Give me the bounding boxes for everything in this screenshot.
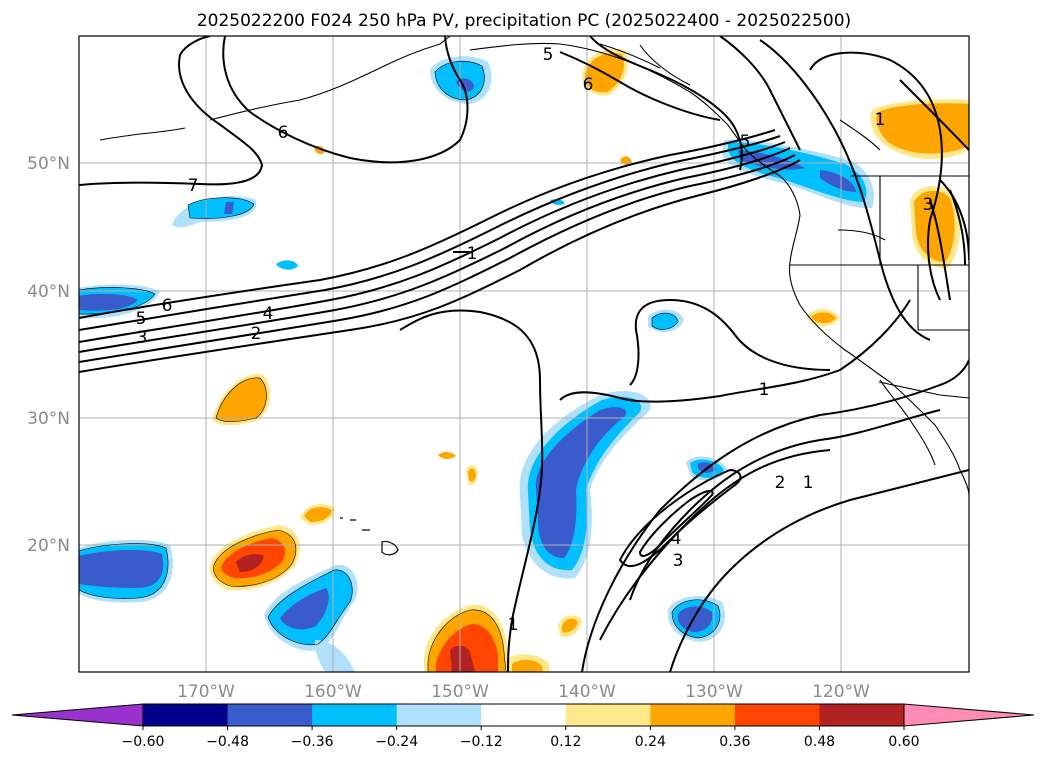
lat-label: 20°N [27,536,70,556]
lat-labels: 50°N 40°N 30°N 20°N [27,154,70,556]
colorbar-extend-low [11,703,144,727]
contour-label: 1 [759,380,770,400]
contour-label: 5 [543,45,554,65]
contour-label: 3 [137,328,148,348]
precip-anomaly-fill [79,48,969,672]
colorbar-segment [227,704,313,726]
colorbar-segment [396,704,482,726]
colorbar-segment [143,704,229,726]
colorbar-segment [734,704,820,726]
lon-labels: 170°W 160°W 150°W 140°W 130°W 120°W [177,682,870,702]
lat-label: 50°N [27,154,70,174]
colorbar-tick-label: 0.48 [804,734,835,750]
contour-label: 7 [188,176,199,196]
contour-label: 1 [803,473,814,493]
colorbar-tick-label: −0.48 [206,734,249,750]
lon-label: 170°W [177,682,235,702]
lat-label: 30°N [27,409,70,429]
contour-label: 3 [923,195,934,215]
colorbar-frame [142,703,905,727]
map-title: 2025022200 F024 250 hPa PV, precipitatio… [197,11,851,31]
hawaii-islands [340,517,399,556]
colorbar-tick-label: 0.60 [888,734,919,750]
lon-label: 160°W [304,682,362,702]
colorbar-segment [312,704,398,726]
contour-label: 4 [671,529,682,549]
colorbar-tick-label: 0.12 [550,734,581,750]
pv-contours [79,36,969,672]
colorbar-tick-label: −0.12 [460,734,503,750]
contour-label: 5 [740,132,751,152]
colorbar-segment [481,704,567,726]
lat-label: 40°N [27,282,70,302]
contour-label: 2 [775,473,786,493]
lon-label: 150°W [431,682,489,702]
lon-label: 120°W [812,682,870,702]
colorbar-tick-label: −0.60 [122,734,165,750]
lon-label: 130°W [685,682,743,702]
contour-label: 5 [136,309,147,329]
contour-labels: 5 6 6 7 1 6 5 4 3 2 1 2 1 4 3 1 1 5 3 [136,45,934,635]
contour-label: 6 [583,75,594,95]
colorbar-tick-label: −0.36 [291,734,334,750]
contour-label: 4 [263,304,274,324]
contour-label: 6 [278,123,289,143]
lon-label: 140°W [558,682,616,702]
colorbar-segment [565,704,651,726]
contour-label: 1 [508,615,519,635]
shade-outlines [79,60,721,672]
contour-label: 2 [251,324,262,344]
colorbar-segment [819,704,905,726]
contour-label: 6 [162,296,173,316]
contour-label: 1 [467,244,478,264]
colorbar-extend-high [903,703,1035,727]
colorbar-tick-label: 0.36 [719,734,750,750]
colorbar-tick-label: 0.24 [635,734,666,750]
gridlines [79,36,969,672]
contour-label: 3 [673,551,684,571]
colorbar-tick-label: −0.24 [375,734,418,750]
map-area: 5 6 6 7 1 6 5 4 3 2 1 2 1 4 3 1 1 5 3 [79,36,969,672]
map-frame [78,35,970,673]
colorbar-segment [650,704,736,726]
coastlines [99,36,969,496]
colorbar: −0.60 −0.48 −0.36 −0.24 −0.12 0.12 0.24 0.36 0.4… [11,703,1035,750]
contour-label: 1 [875,110,886,130]
